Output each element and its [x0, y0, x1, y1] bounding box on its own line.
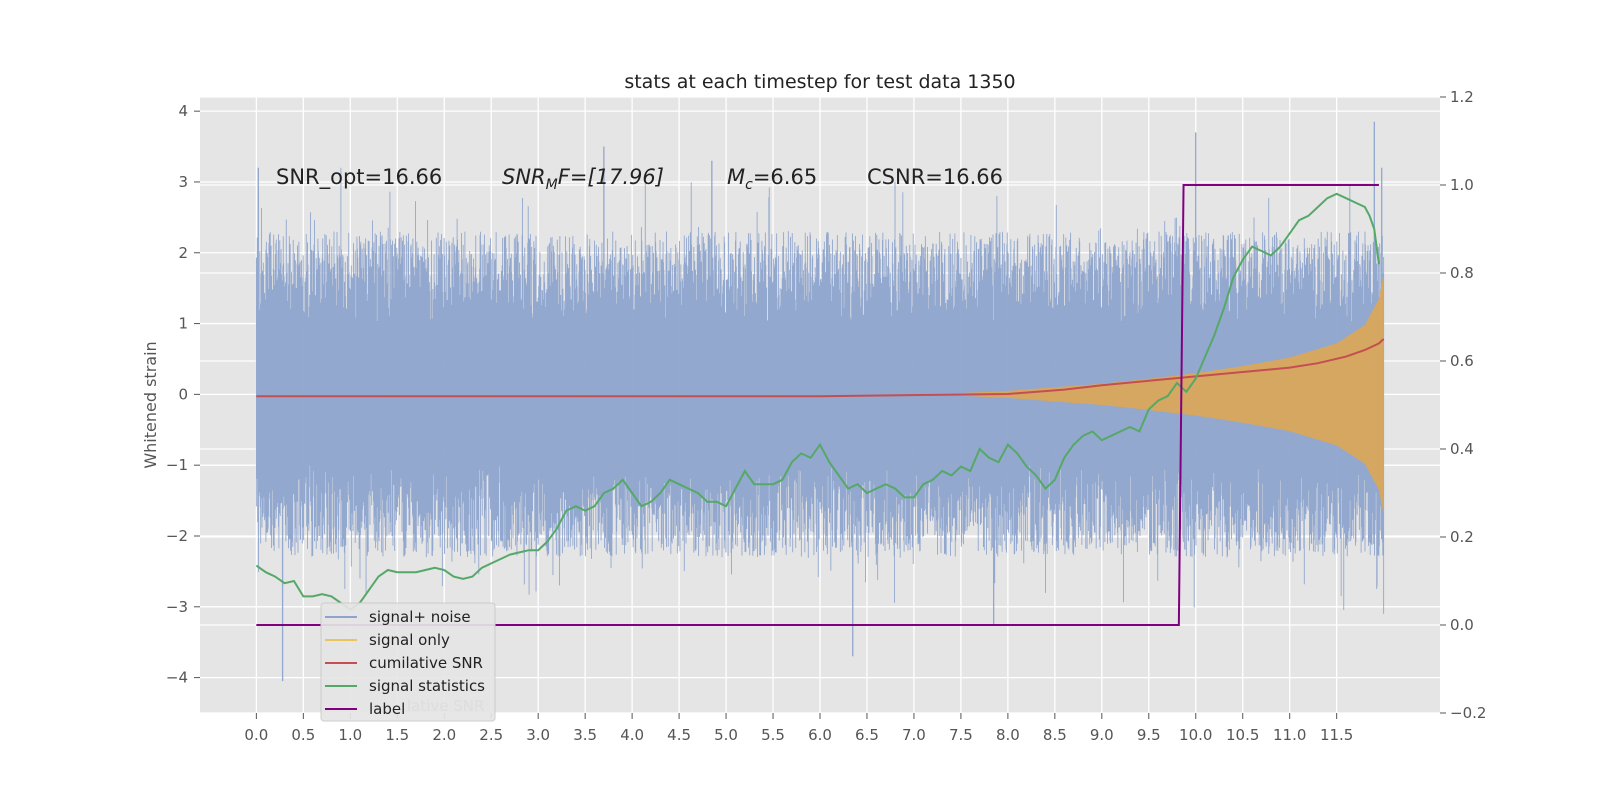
x-tick-label-20: 10.0	[1179, 726, 1212, 744]
x-tick-label-9: 4.5	[667, 726, 691, 744]
chart-title: stats at each timestep for test data 135…	[624, 71, 1015, 93]
x-tick-label-17: 8.5	[1043, 726, 1067, 744]
series-signal-statistics	[255, 192, 1380, 611]
x-tick-label-8: 4.0	[620, 726, 644, 744]
annotation-mc: Mc=6.65	[727, 165, 817, 193]
x-tick-label-10: 5.0	[714, 726, 738, 744]
annotation-csnr: CSNR=16.66	[867, 165, 1003, 189]
x-tick-label-18: 9.0	[1090, 726, 1114, 744]
legend-label-label: label	[369, 700, 405, 718]
y-tick-label-8: 4	[178, 102, 188, 120]
series-label	[256, 184, 1379, 626]
legend-label-signal-noise: signal+ noise	[369, 608, 471, 626]
x-tick-label-4: 2.0	[432, 726, 456, 744]
x-tick-label-0: 0.0	[244, 726, 268, 744]
x-tick-label-19: 9.5	[1137, 726, 1161, 744]
legend-ghost-text: lative SNR	[407, 697, 484, 715]
left-y-axis: −4 −3 −2 −1 0 1 2 3 4	[166, 102, 200, 687]
y-tick-label-3: −1	[166, 456, 188, 474]
x-tick-label-21: 10.5	[1226, 726, 1259, 744]
y-tick-label-6: 2	[178, 244, 188, 262]
y2-tick-label-4: 0.6	[1450, 352, 1474, 370]
series-cumulative-snr	[256, 338, 1385, 398]
x-tick-label-16: 8.0	[996, 726, 1020, 744]
right-y-axis: −0.2 0.0 0.2 0.4 0.6 0.8 1.0 1.2	[1440, 88, 1486, 722]
legend-label-signal-only: signal only	[369, 631, 450, 649]
x-tick-label-23: 11.5	[1320, 726, 1353, 744]
y2-tick-label-5: 0.8	[1450, 264, 1474, 282]
x-axis: 0.0 0.5 1.0 1.5 2.0 2.5 3.0 3.5 4.0 4.5 5.0 5.5 6.0 6…	[244, 713, 1353, 744]
y2-tick-label-2: 0.2	[1450, 528, 1474, 546]
x-tick-label-7: 3.5	[573, 726, 597, 744]
y2-tick-label-6: 1.0	[1450, 176, 1474, 194]
y-tick-label-0: −4	[166, 669, 188, 687]
y-tick-label-5: 1	[178, 315, 188, 333]
x-tick-label-11: 5.5	[761, 726, 785, 744]
x-tick-label-12: 6.0	[808, 726, 832, 744]
x-tick-label-6: 3.0	[526, 726, 550, 744]
y2-tick-label-1: 0.0	[1450, 616, 1474, 634]
x-tick-label-14: 7.0	[902, 726, 926, 744]
y-tick-label-2: −2	[166, 527, 188, 545]
x-tick-label-2: 1.0	[338, 726, 362, 744]
legend: lative SNR signal+ noise signal only cum…	[320, 602, 496, 722]
y2-tick-label-3: 0.4	[1450, 440, 1474, 458]
x-tick-label-13: 6.5	[855, 726, 879, 744]
y-axis-label: Whitened strain	[141, 341, 160, 468]
x-tick-label-3: 1.5	[385, 726, 409, 744]
y2-tick-label-0: −0.2	[1450, 704, 1486, 722]
x-tick-label-5: 2.5	[479, 726, 503, 744]
series-signal-only	[960, 274, 1384, 515]
annotation-snr-mf: SNRMF=[17.96]	[502, 165, 664, 193]
legend-box	[320, 602, 496, 722]
y-tick-label-4: 0	[178, 385, 188, 403]
legend-label-cumulative-snr: cumilative SNR	[369, 654, 483, 672]
x-tick-label-1: 0.5	[291, 726, 315, 744]
legend-label-signal-statistics: signal statistics	[369, 677, 485, 695]
annotation-snr-opt: SNR_opt=16.66	[276, 165, 442, 190]
x-tick-label-15: 7.5	[949, 726, 973, 744]
y-tick-label-7: 3	[178, 173, 188, 191]
y-tick-label-1: −3	[166, 598, 188, 616]
series-layer	[255, 121, 1385, 682]
x-tick-label-22: 11.0	[1273, 726, 1306, 744]
y2-tick-label-7: 1.2	[1450, 88, 1474, 106]
